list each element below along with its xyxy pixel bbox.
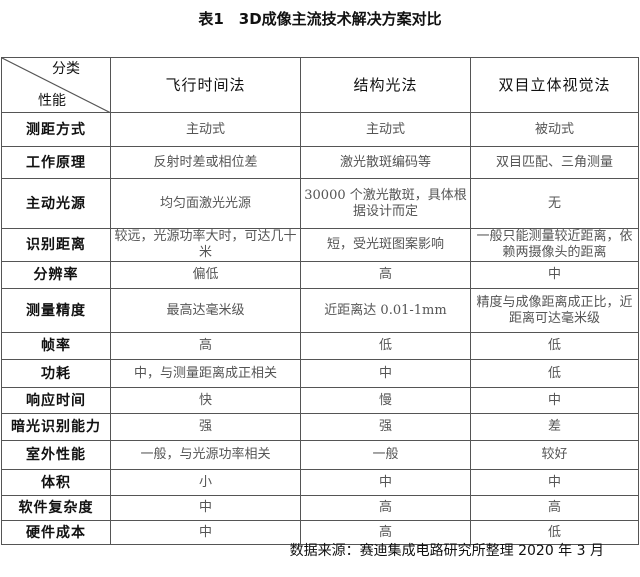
table-cell: 近距离达 0.01-1mm — [300, 288, 471, 333]
row-label: 分辨率 — [1, 261, 111, 289]
table-cell: 一般，与光源功率相关 — [110, 440, 301, 470]
diagonal-line — [2, 58, 110, 112]
table-row: 功耗 中，与测量距离成正相关中低 — [1, 359, 639, 388]
table-row: 响应时间快慢中 — [1, 387, 639, 414]
table-cell: 低 — [470, 332, 639, 360]
table-cell: 低 — [470, 359, 639, 388]
row-label: 帧率 — [1, 332, 111, 360]
table-cell: 慢 — [300, 387, 471, 414]
comparison-table: 分类 性能 飞行时间法 结构光法 双目立体视觉法 测距方式 主动式 主动式 被动式 工作… — [1, 57, 639, 545]
table-row: 室外性能 一般，与光源功率相关 一般 较好 — [1, 440, 639, 470]
corner-cell: 分类 性能 — [1, 57, 111, 113]
table-cell: 被动式 — [470, 112, 639, 147]
table-cell: 最高达毫米级 — [110, 288, 301, 333]
row-label: 暗光识别能力 — [1, 413, 111, 441]
table-cell: 无 — [470, 178, 639, 229]
table-cell: 高 — [470, 495, 639, 521]
row-label: 体积 — [1, 469, 111, 496]
table-cell: 高 — [300, 261, 471, 289]
table-cell: 低 — [470, 520, 639, 545]
table-cell: 双目匹配、三角测量 — [470, 146, 639, 179]
table-cell: 较远，光源功率大时，可达几十米 — [110, 228, 301, 262]
source-note: 数据来源：赛迪集成电路研究所整理 2020 年 3 月 — [289, 543, 604, 559]
table-row: 帧率高低低 — [1, 332, 639, 360]
table-cell: 差 — [470, 413, 639, 441]
column-header: 结构光法 — [300, 57, 471, 113]
table-cell: 中 — [470, 387, 639, 414]
corner-top-label: 分类 — [52, 61, 80, 77]
table-row: 测距方式 主动式 主动式 被动式 — [1, 112, 639, 147]
row-label: 识别距离 — [1, 228, 111, 262]
table-row: 测量精度 最高达毫米级 近距离达 0.01-1mm 精度与成像距离成正比，近距离可达毫… — [1, 288, 639, 333]
table-cell: 中 — [300, 359, 471, 388]
table-title: 表1 3D成像主流技术解决方案对比 — [198, 10, 442, 28]
table-cell: 主动式 — [110, 112, 301, 147]
table-row: 体积小中中 — [1, 469, 639, 496]
header-row: 分类 性能 飞行时间法 结构光法 双目立体视觉法 — [1, 57, 639, 113]
table-cell: 中，与测量距离成正相关 — [110, 359, 301, 388]
table-row: 工作原理 反射时差或相位差 激光散斑编码等 双目匹配、三角测量 — [1, 146, 639, 179]
table-cell: 强 — [110, 413, 301, 441]
table-cell: 30000 个激光散斑，具体根据设计而定 — [300, 178, 471, 229]
table-cell: 均匀面激光光源 — [110, 178, 301, 229]
table-cell: 中 — [470, 469, 639, 496]
row-label: 测量精度 — [1, 288, 111, 333]
column-header: 双目立体视觉法 — [470, 57, 639, 113]
table-cell: 一般只能测量较近距离，依赖两摄像头的距离 — [470, 228, 639, 262]
table-cell: 中 — [110, 495, 301, 521]
row-label: 主动光源 — [1, 178, 111, 229]
table-cell: 主动式 — [300, 112, 471, 147]
row-label: 软件复杂度 — [1, 495, 111, 521]
table-cell: 偏低 — [110, 261, 301, 289]
table-cell: 中 — [470, 261, 639, 289]
table-row: 软件复杂度中高高 — [1, 495, 639, 521]
table-cell: 反射时差或相位差 — [110, 146, 301, 179]
table-cell: 小 — [110, 469, 301, 496]
row-label: 功耗 — [1, 359, 111, 388]
table-cell: 强 — [300, 413, 471, 441]
table-cell: 低 — [300, 332, 471, 360]
table-cell: 中 — [110, 520, 301, 545]
table-cell: 激光散斑编码等 — [300, 146, 471, 179]
table-row: 硬件成本中高低 — [1, 520, 639, 545]
row-label: 测距方式 — [1, 112, 111, 147]
table-cell: 快 — [110, 387, 301, 414]
table-cell: 中 — [300, 469, 471, 496]
table-cell: 高 — [110, 332, 301, 360]
table-cell: 精度与成像距离成正比，近距离可达毫米级 — [470, 288, 639, 333]
table-cell: 高 — [300, 495, 471, 521]
table-cell: 较好 — [470, 440, 639, 470]
table-cell: 一般 — [300, 440, 471, 470]
row-label: 室外性能 — [1, 440, 111, 470]
table-row: 分辨率 偏低高中 — [1, 261, 639, 289]
row-label: 响应时间 — [1, 387, 111, 414]
table-row: 主动光源 均匀面激光光源 30000 个激光散斑，具体根据设计而定无 — [1, 178, 639, 229]
corner-bottom-label: 性能 — [38, 93, 66, 109]
table-row: 识别距离 较远，光源功率大时，可达几十米 短，受光斑图案影响 一般只能测量较近距离，依… — [1, 228, 639, 262]
row-label: 硬件成本 — [1, 520, 111, 545]
row-label: 工作原理 — [1, 146, 111, 179]
table-cell: 短，受光斑图案影响 — [300, 228, 471, 262]
table-row: 暗光识别能力强强差 — [1, 413, 639, 441]
column-header: 飞行时间法 — [110, 57, 301, 113]
